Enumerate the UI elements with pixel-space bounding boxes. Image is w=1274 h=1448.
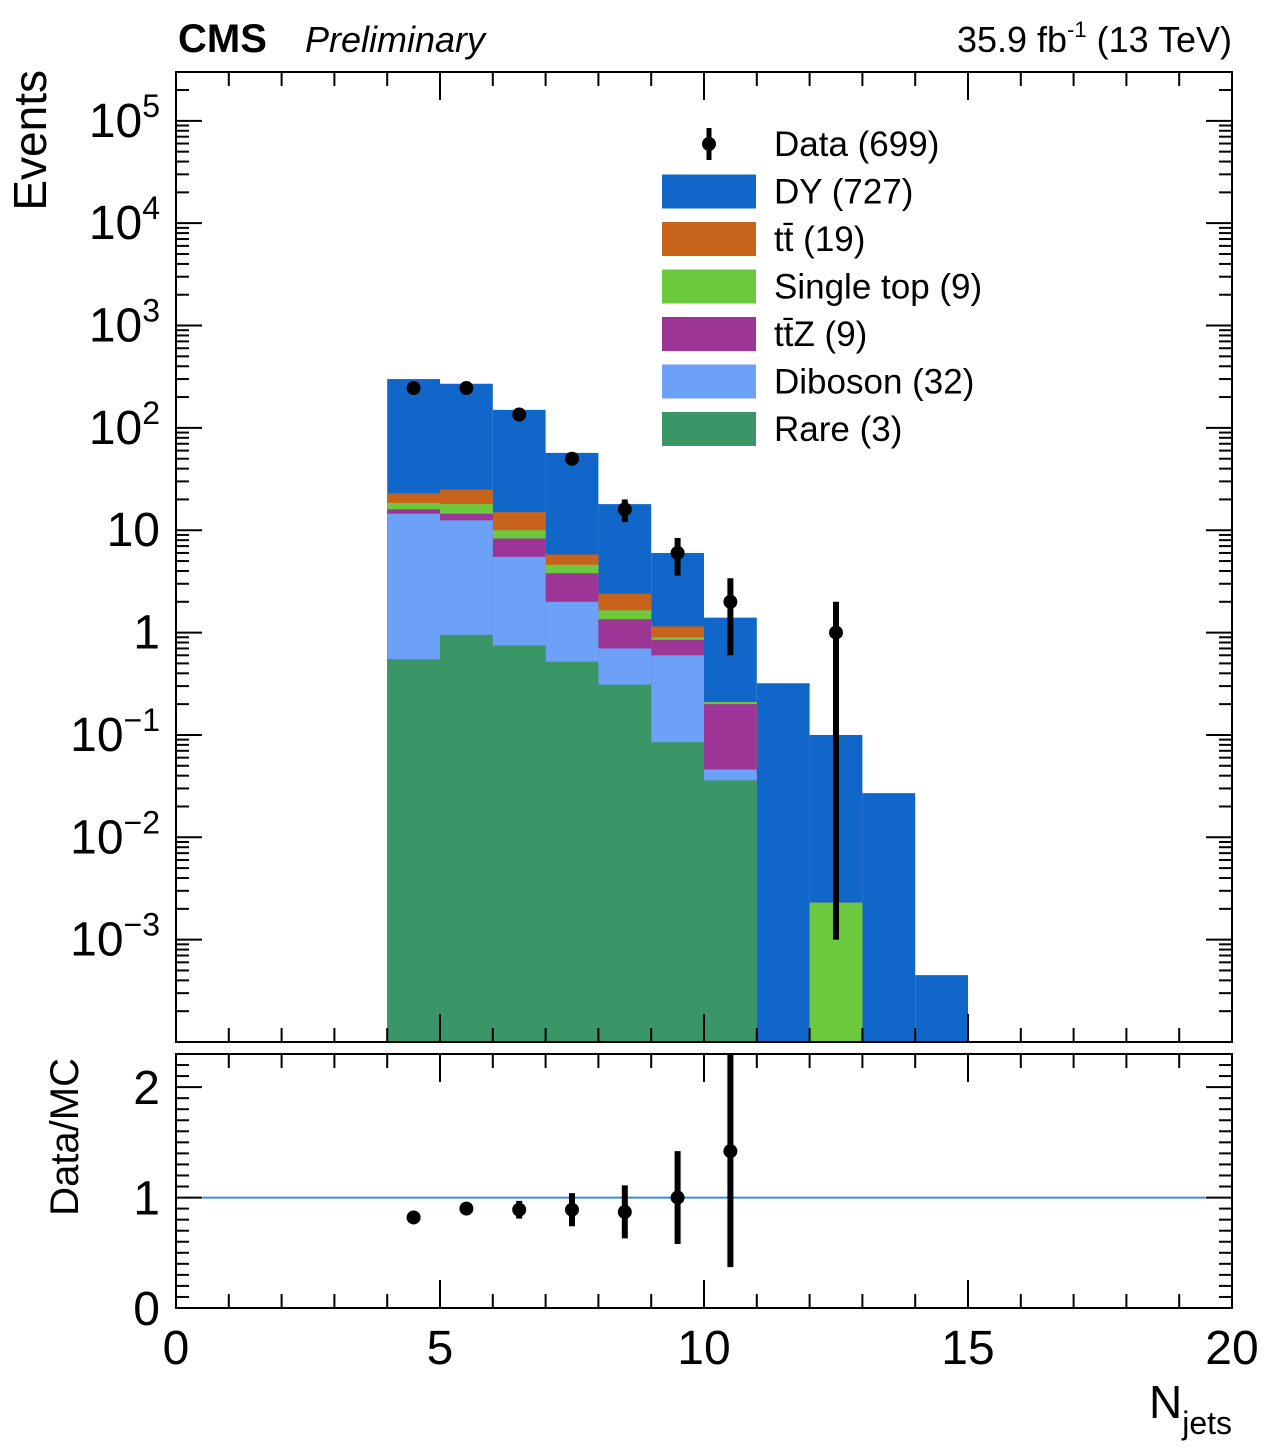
ratio-point-3: [512, 1202, 527, 1217]
legend-swatch-ttZ: [662, 317, 756, 351]
data-point-1: [406, 381, 421, 396]
x-tick-label-5: 20: [1205, 1322, 1258, 1375]
legend-label-ttbar: tt̄ (19): [774, 220, 865, 259]
main-y-tick-label-8: 104: [89, 190, 160, 250]
x-tick-label-1: 0: [163, 1322, 190, 1375]
legend-marker-data: [702, 137, 716, 151]
ratio-plot-border: [175, 1053, 1233, 1309]
main-y-tick-exponent: 5: [142, 88, 160, 124]
status-label: Preliminary: [305, 19, 487, 60]
lumi-label: 35.9 fb-1 (13 TeV): [957, 17, 1232, 60]
ratio-points: [406, 1054, 738, 1268]
x-axis-title-base: N: [1149, 1376, 1182, 1428]
main-y-tick-exponent: 4: [142, 190, 160, 226]
data-point-6: [670, 545, 685, 560]
main-y-tick-label-3: 10−1: [70, 702, 160, 762]
legend-swatch-ttbar: [662, 222, 756, 256]
data-point-2: [459, 381, 474, 396]
main-y-tick-exponent: 3: [142, 293, 160, 329]
main-y-tick-exponent: −3: [124, 907, 160, 943]
ratio-y-tick-label-2: 1: [133, 1173, 160, 1226]
data-point-3: [512, 407, 527, 422]
bar-rare-bin-2: [440, 634, 493, 1042]
main-x-ticks: [175, 72, 1233, 1042]
bar-rare-bin-4: [545, 661, 599, 1042]
ratio-x-ticks: 0 5 10 15 20: [163, 1054, 1259, 1375]
ratio-plot-frame: [176, 1054, 1232, 1308]
experiment-label: CMS: [178, 17, 267, 61]
x-axis-title: Njets: [1149, 1376, 1232, 1441]
x-tick-label-4: 15: [941, 1322, 994, 1375]
bar-DY-bin-10: [862, 793, 916, 1042]
legend-swatch-DY: [662, 174, 756, 209]
main-y-tick-label-4: 1: [133, 607, 160, 660]
legend-swatch-rare: [662, 412, 756, 446]
main-plot-border: [175, 71, 1233, 1043]
legend-label-DY: DY (727): [774, 173, 913, 212]
ratio-panel: 0 1 2 0 5 10 15 20 Data/MC: [43, 1053, 1259, 1375]
main-y-tick-base: 10: [89, 300, 142, 353]
main-y-tick-base: 10: [70, 914, 123, 967]
ratio-point-6: [670, 1190, 685, 1205]
data-point-7: [723, 594, 738, 609]
legend: Data (699) DY (727) tt̄ (19) Single top (9)…: [662, 125, 982, 449]
x-tick-label-2: 5: [427, 1322, 454, 1375]
legend-label-diboson: Diboson (32): [774, 363, 974, 402]
ratio-y-ticks: 0 1 2: [133, 1062, 1232, 1336]
main-y-tick-label-1: 10−3: [70, 907, 160, 967]
bar-rare-bin-3: [492, 645, 546, 1042]
ratio-point-1: [406, 1210, 421, 1225]
bar-DY-bin-11: [915, 975, 968, 1042]
ratio-point-2: [459, 1201, 474, 1216]
bar-rare-bin-5: [598, 684, 652, 1042]
ratio-y-tick-label-3: 2: [133, 1062, 160, 1115]
lumi-value: 35.9 fb: [957, 19, 1067, 60]
main-y-tick-exponent: −2: [124, 804, 160, 840]
main-y-tick-label-9: 105: [89, 88, 160, 148]
data-point-8: [829, 625, 843, 640]
main-y-tick-exponent: −1: [124, 702, 160, 738]
main-y-tick-label-2: 10−2: [70, 804, 160, 864]
data-point-4: [565, 451, 579, 466]
ratio-y-tick-label-1: 0: [133, 1283, 160, 1336]
main-y-tick-label-7: 103: [89, 293, 160, 353]
legend-label-ttZ: tt̄Z (9): [774, 315, 867, 354]
ratio-point-7: [723, 1144, 738, 1159]
main-y-tick-base: 10: [107, 504, 160, 557]
bar-rare-bin-7: [704, 780, 757, 1042]
main-y-axis-title: Events: [4, 70, 56, 211]
x-axis-title-subscript: jets: [1181, 1405, 1232, 1441]
main-y-tick-base: 10: [89, 402, 142, 455]
ratio-point-4: [565, 1202, 579, 1217]
main-y-tick-base: 10: [70, 811, 123, 864]
bar-rare-bin-1: [387, 659, 440, 1042]
main-y-tick-label-6: 102: [89, 395, 160, 455]
main-y-tick-base: 10: [89, 95, 142, 148]
data-points: [406, 381, 843, 940]
lumi-exponent: -1: [1067, 17, 1087, 42]
ratio-point-5: [617, 1204, 632, 1219]
main-y-tick-exponent: 2: [142, 395, 160, 431]
histogram-stack: [387, 379, 968, 1042]
legend-swatch-single_top: [662, 269, 756, 304]
main-y-tick-base: 10: [70, 709, 123, 762]
bar-rare-bin-6: [651, 742, 704, 1042]
bar-DY-bin-8: [756, 683, 810, 1042]
legend-swatch-diboson: [662, 364, 756, 399]
energy-label: (13 TeV): [1097, 19, 1232, 60]
main-y-tick-label-5: 10: [107, 504, 160, 557]
legend-label-rare: Rare (3): [774, 410, 902, 449]
data-point-5: [617, 502, 632, 517]
x-tick-label-3: 10: [677, 1322, 730, 1375]
legend-label-data: Data (699): [774, 125, 939, 164]
ratio-y-axis-title: Data/MC: [43, 1058, 87, 1216]
main-y-tick-base: 10: [89, 197, 142, 250]
legend-label-single_top: Single top (9): [774, 268, 982, 307]
main-y-tick-base: 1: [133, 607, 160, 660]
